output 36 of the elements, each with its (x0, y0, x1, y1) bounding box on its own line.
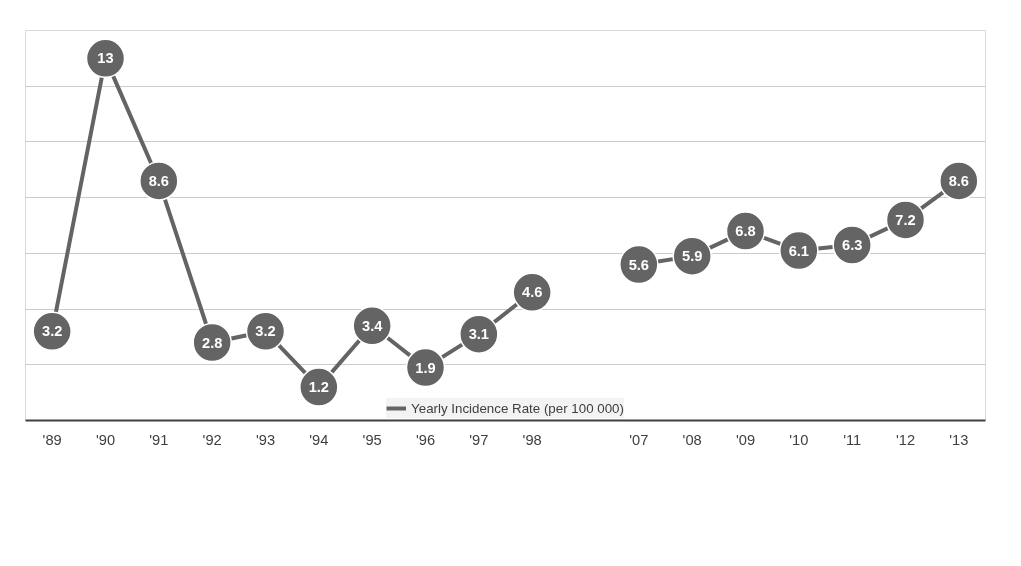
x-tick-label: '89 (42, 431, 62, 448)
data-label: 6.8 (735, 223, 756, 240)
x-tick-label: '07 (629, 431, 649, 448)
x-tick-label: '10 (789, 431, 809, 448)
x-tick-label: '13 (949, 431, 969, 448)
x-tick-label: '96 (415, 431, 436, 448)
point (85, 38, 126, 79)
data-label: 7.2 (895, 211, 916, 228)
data-label: 8.6 (948, 172, 970, 189)
x-tick-label: '95 (362, 431, 382, 448)
x-tick-label: '11 (843, 431, 862, 448)
x-tick-label: '98 (522, 431, 542, 448)
x-tick-label: '08 (682, 431, 702, 448)
x-tick-label: '97 (469, 431, 489, 448)
x-tick-label: '93 (255, 431, 276, 448)
x-tick-label: '09 (735, 431, 756, 448)
data-label: 6.1 (788, 242, 810, 259)
data-label: 1.9 (415, 359, 436, 376)
x-tick-label: '12 (895, 431, 916, 448)
data-label: 5.6 (628, 256, 650, 273)
x-tick-label: '90 (95, 431, 116, 448)
data-label: 5.9 (681, 248, 703, 265)
x-tick-label: '94 (309, 431, 329, 448)
data-label: 8.6 (148, 172, 170, 189)
data-label: 3.2 (41, 323, 63, 340)
data-label: 3.1 (468, 326, 490, 343)
data-label: 6.3 (841, 237, 863, 253)
data-label: 3.2 (255, 323, 276, 340)
data-label: 2.8 (201, 334, 223, 351)
data-label: 3.4 (361, 317, 384, 334)
data-label: 13 (97, 50, 114, 67)
legend-label: Yearly Incidence Rate (per 100 000) (411, 400, 624, 416)
x-tick-label: '92 (202, 431, 222, 448)
x-tick-label: '91 (149, 431, 169, 448)
data-label: 1.2 (308, 379, 330, 396)
data-label: 4.6 (521, 284, 543, 301)
